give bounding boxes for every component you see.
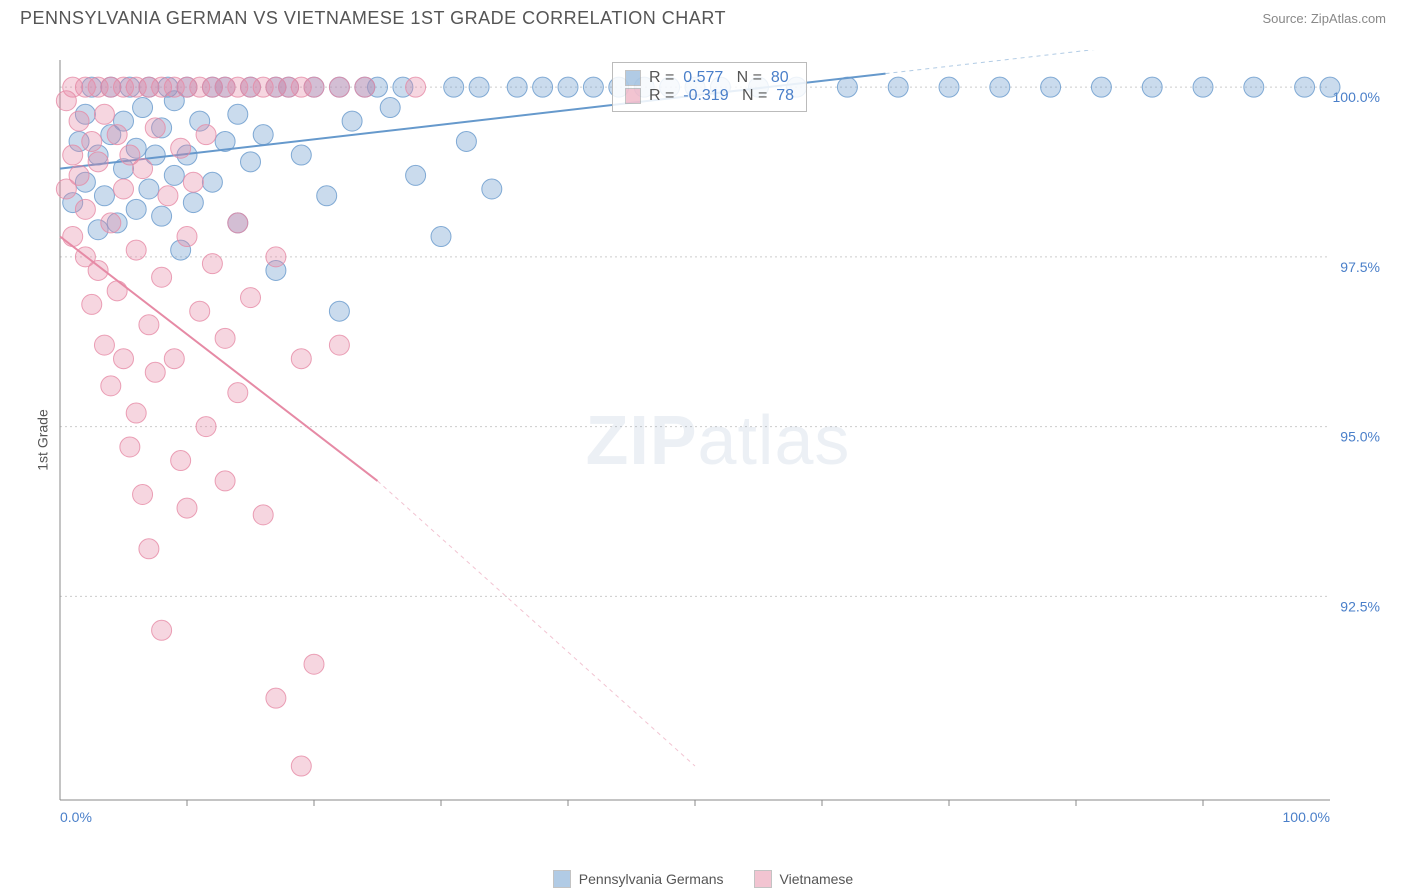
svg-text:97.5%: 97.5% xyxy=(1340,259,1380,275)
chart-header: PENNSYLVANIA GERMAN VS VIETNAMESE 1ST GR… xyxy=(0,0,1406,33)
chart-source: Source: ZipAtlas.com xyxy=(1262,11,1386,26)
scatter-chart: 100.0% 97.5% 95.0% 92.5% 0.0% 100.0% xyxy=(50,50,1386,830)
y-axis-label: 1st Grade xyxy=(35,409,51,470)
series-swatch xyxy=(625,88,641,104)
plot-area: 1st Grade 100.0%97.5%95.0%92.5%0.0%100.0… xyxy=(50,50,1386,830)
svg-text:100.0%: 100.0% xyxy=(1333,89,1380,105)
stats-row: R = -0.319 N = 78 xyxy=(625,87,794,105)
legend: Pennsylvania Germans Vietnamese xyxy=(0,870,1406,888)
legend-swatch xyxy=(754,870,772,888)
svg-text:100.0%: 100.0% xyxy=(1283,809,1330,825)
legend-item: Vietnamese xyxy=(754,870,854,888)
svg-text:92.5%: 92.5% xyxy=(1340,598,1380,614)
stats-text: R = 0.577 N = 80 xyxy=(649,69,789,87)
series-swatch xyxy=(625,70,641,86)
legend-swatch xyxy=(553,870,571,888)
stats-text: R = -0.319 N = 78 xyxy=(649,87,794,105)
stats-row: R = 0.577 N = 80 xyxy=(625,69,794,87)
chart-title: PENNSYLVANIA GERMAN VS VIETNAMESE 1ST GR… xyxy=(20,8,726,29)
legend-item: Pennsylvania Germans xyxy=(553,870,724,888)
svg-text:95.0%: 95.0% xyxy=(1340,429,1380,445)
svg-text:0.0%: 0.0% xyxy=(60,809,92,825)
legend-label: Vietnamese xyxy=(780,871,854,887)
stats-box: R = 0.577 N = 80R = -0.319 N = 78 xyxy=(612,62,807,112)
legend-label: Pennsylvania Germans xyxy=(579,871,724,887)
